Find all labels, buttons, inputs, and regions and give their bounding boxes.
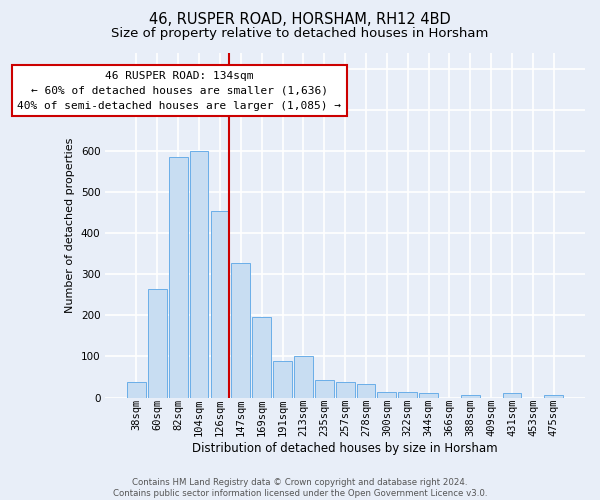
Text: 46 RUSPER ROAD: 134sqm
← 60% of detached houses are smaller (1,636)
40% of semi-: 46 RUSPER ROAD: 134sqm ← 60% of detached…: [17, 71, 341, 110]
Bar: [190, 151, 208, 398]
Bar: [503, 394, 521, 398]
Bar: [419, 394, 438, 398]
Text: Contains HM Land Registry data © Crown copyright and database right 2024.
Contai: Contains HM Land Registry data © Crown c…: [113, 478, 487, 498]
Bar: [294, 356, 313, 398]
Bar: [127, 382, 146, 398]
Bar: [273, 360, 292, 398]
Bar: [232, 263, 250, 398]
Bar: [315, 380, 334, 398]
Bar: [336, 382, 355, 398]
Text: Size of property relative to detached houses in Horsham: Size of property relative to detached ho…: [112, 28, 488, 40]
Bar: [544, 394, 563, 398]
Bar: [377, 392, 396, 398]
Y-axis label: Number of detached properties: Number of detached properties: [65, 138, 75, 312]
Bar: [356, 384, 376, 398]
Bar: [211, 210, 229, 398]
Bar: [461, 394, 480, 398]
Text: 46, RUSPER ROAD, HORSHAM, RH12 4BD: 46, RUSPER ROAD, HORSHAM, RH12 4BD: [149, 12, 451, 28]
Bar: [398, 392, 417, 398]
Bar: [169, 157, 188, 398]
X-axis label: Distribution of detached houses by size in Horsham: Distribution of detached houses by size …: [193, 442, 498, 455]
Bar: [252, 318, 271, 398]
Bar: [148, 288, 167, 398]
